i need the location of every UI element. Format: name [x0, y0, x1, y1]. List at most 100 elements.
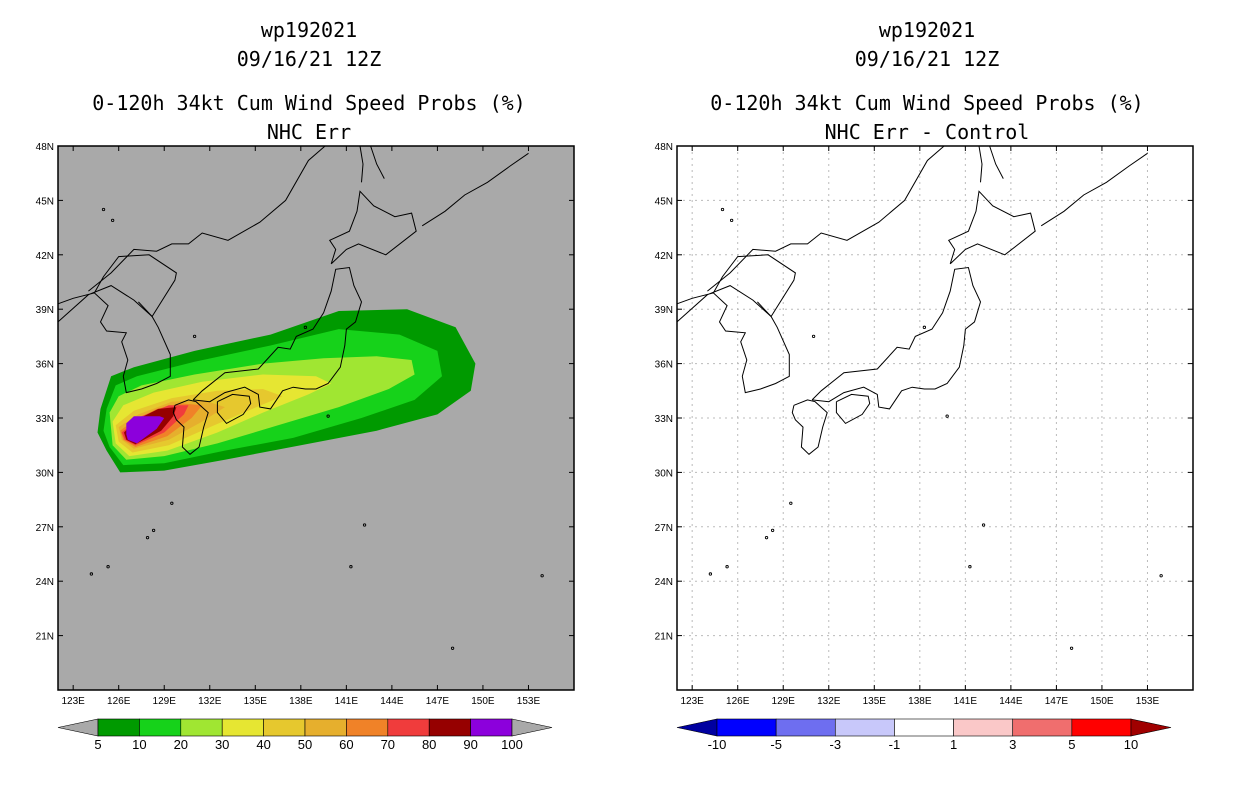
y-tick-label: 24N	[36, 577, 54, 588]
x-tick-label: 153E	[517, 696, 541, 707]
colorbar-swatch	[304, 718, 347, 737]
x-tick-label: 147E	[1045, 696, 1069, 707]
x-tick-label: 129E	[153, 696, 177, 707]
right-panel: wp192021 09/16/21 12Z 0-120h 34kt Cum Wi…	[618, 0, 1236, 800]
coastline-mainland	[57, 285, 171, 394]
y-tick-label: 39N	[655, 305, 673, 316]
colorbar-label: -3	[830, 737, 842, 752]
coastline-korea_n	[93, 254, 177, 317]
colorbar-label: 60	[339, 737, 353, 752]
coastline-kurils	[1040, 152, 1148, 227]
coastlines	[676, 145, 1163, 650]
colorbar-label: 80	[422, 737, 436, 752]
colorbar-label: 10	[1124, 737, 1138, 752]
right-map-chart: 123E 126E 129E 132E 135E 138E 141E 144E 147E 150E…	[655, 142, 1194, 752]
y-tick-label: 36N	[655, 360, 673, 371]
coastline-sakhalin	[359, 145, 364, 183]
colorbar-arrow-low	[676, 718, 718, 737]
y-tick-label: 27N	[36, 523, 54, 534]
colorbar-swatch	[263, 718, 306, 737]
coastline-sakhalin2	[989, 145, 1004, 179]
x-tick-label: 144E	[380, 696, 404, 707]
y-tick-label: 45N	[655, 196, 673, 207]
y-tick-label: 39N	[36, 305, 54, 316]
y-tick-label: 33N	[655, 414, 673, 425]
x-tick-label: 153E	[1136, 696, 1160, 707]
coastline-kurils	[421, 152, 529, 227]
coastline-shikoku	[835, 393, 871, 425]
colorbar-swatch	[346, 718, 389, 737]
x-tick-label: 135E	[863, 696, 887, 707]
y-tick-label: 48N	[655, 142, 673, 153]
x-tick-label: 123E	[680, 696, 704, 707]
y-tick-label: 33N	[36, 414, 54, 425]
island-2	[151, 528, 156, 533]
colorbar-label: 1	[950, 737, 957, 752]
x-tick-label: 126E	[726, 696, 750, 707]
island-5	[945, 414, 949, 418]
right-product-title: 0-120h 34kt Cum Wind Speed Probs (%)	[710, 91, 1144, 115]
island-4	[170, 501, 174, 505]
left-subtitle: NHC Err	[266, 120, 352, 144]
island-12	[729, 218, 734, 222]
island-3	[708, 572, 713, 576]
colorbar-label: 70	[381, 737, 395, 752]
left-map-chart: 123E 126E 129E 132E 135E 138E 141E 144E 147E 150E…	[36, 142, 575, 752]
colorbar-label: 100	[501, 737, 523, 752]
y-tick-label: 21N	[36, 632, 54, 643]
coastline-hokkaido	[328, 190, 417, 265]
island-8	[1159, 574, 1163, 578]
island-1	[764, 536, 769, 540]
colorbar: -10 -5 -3 -1 1 3 5 10	[676, 718, 1172, 752]
colorbar-label: 40	[256, 737, 270, 752]
island-6	[362, 523, 367, 527]
colorbar-swatch	[775, 718, 836, 737]
island-10	[922, 325, 927, 329]
colorbar-swatch	[953, 718, 1014, 737]
x-tick-label: 147E	[426, 696, 450, 707]
colorbar-swatch	[387, 718, 430, 737]
colorbar-swatch	[428, 718, 471, 737]
colorbar-swatch	[894, 718, 954, 737]
colorbar-swatch	[97, 718, 140, 737]
colorbar-label: 5	[94, 737, 101, 752]
island-10	[303, 325, 308, 329]
colorbar-swatch	[470, 718, 513, 737]
right-storm-id: wp192021	[878, 18, 976, 42]
right-subtitle: NHC Err - Control	[824, 120, 1030, 144]
y-tick-label: 24N	[655, 577, 673, 588]
colorbar-label: -10	[708, 737, 727, 752]
colorbar-label: 10	[132, 737, 146, 752]
y-tick-label: 42N	[36, 251, 54, 262]
left-date: 09/16/21 12Z	[236, 47, 382, 71]
island-0	[106, 565, 110, 569]
map-frame	[676, 145, 1194, 691]
island-6	[981, 523, 986, 527]
island-7	[349, 565, 353, 569]
colorbar: 5 10 20 30 40 50 60 70 80 90 100	[57, 718, 553, 752]
y-tick-label: 45N	[36, 196, 54, 207]
island-4	[789, 501, 793, 505]
colorbar-label: 3	[1009, 737, 1016, 752]
map-frame	[57, 145, 575, 691]
colorbar-swatch	[139, 718, 182, 737]
island-12	[110, 218, 115, 222]
x-tick-label: 126E	[107, 696, 131, 707]
colorbar-label: 50	[298, 737, 312, 752]
coastline-shikoku	[216, 393, 252, 425]
colorbar-swatch	[1071, 718, 1132, 737]
island-13	[101, 207, 106, 212]
y-tick-label: 30N	[36, 468, 54, 479]
colorbar-label: -1	[889, 737, 901, 752]
x-tick-label: 129E	[772, 696, 796, 707]
island-5	[326, 414, 330, 418]
colorbar-swatch	[716, 718, 777, 737]
coastline-manchuria	[707, 145, 945, 292]
coastline-korea_e	[757, 301, 772, 317]
island-7	[968, 565, 972, 569]
island-8	[540, 574, 544, 578]
coastline-honshu	[192, 266, 363, 410]
coastline-sakhalin	[978, 145, 983, 183]
y-tick-label: 48N	[36, 142, 54, 153]
x-tick-label: 123E	[61, 696, 85, 707]
